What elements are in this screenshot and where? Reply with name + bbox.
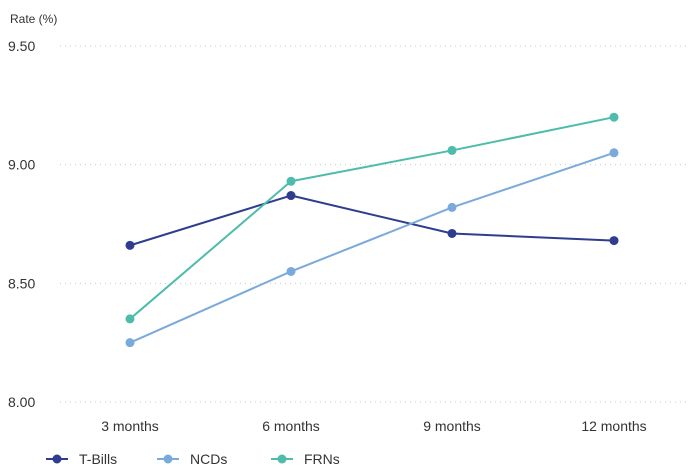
series-line bbox=[129, 116, 615, 320]
data-point bbox=[609, 148, 619, 158]
series-line bbox=[129, 151, 615, 344]
data-point bbox=[286, 176, 296, 186]
legend-item: FRNs bbox=[271, 451, 340, 467]
series-t-bills bbox=[125, 191, 619, 250]
legend: T-Bills NCDs FRNs bbox=[46, 451, 340, 467]
y-tick-label: 9.00 bbox=[8, 157, 35, 173]
gridlines bbox=[60, 45, 690, 403]
x-axis-ticks: 3 months 6 months 9 months 12 months bbox=[101, 418, 646, 434]
data-point bbox=[286, 266, 296, 276]
data-point bbox=[286, 191, 296, 201]
y-axis-label: Rate (%) bbox=[10, 12, 57, 26]
data-point bbox=[609, 236, 619, 246]
legend-marker bbox=[277, 454, 287, 464]
series-lines bbox=[125, 112, 619, 348]
x-tick-label: 12 months bbox=[581, 418, 646, 434]
y-tick-label: 9.50 bbox=[8, 38, 35, 54]
data-point bbox=[447, 202, 457, 212]
data-point bbox=[609, 112, 619, 122]
legend-label: NCDs bbox=[190, 451, 227, 467]
series-line bbox=[129, 194, 615, 247]
x-tick-label: 6 months bbox=[262, 418, 320, 434]
series-ncds bbox=[125, 148, 619, 348]
data-point bbox=[125, 314, 135, 324]
legend-marker bbox=[163, 454, 173, 464]
legend-label: T-Bills bbox=[79, 451, 117, 467]
data-point bbox=[447, 228, 457, 238]
x-tick-label: 3 months bbox=[101, 418, 159, 434]
data-point bbox=[125, 240, 135, 250]
legend-item: T-Bills bbox=[46, 451, 117, 467]
legend-item: NCDs bbox=[157, 451, 227, 467]
data-point bbox=[447, 145, 457, 155]
legend-label: FRNs bbox=[304, 451, 340, 467]
x-tick-label: 9 months bbox=[423, 418, 481, 434]
legend-marker bbox=[52, 454, 62, 464]
y-tick-label: 8.00 bbox=[8, 394, 35, 410]
data-point bbox=[125, 338, 135, 348]
y-tick-label: 8.50 bbox=[8, 275, 35, 291]
y-axis-ticks: 8.00 8.50 9.00 9.50 bbox=[8, 38, 35, 410]
series-frns bbox=[125, 112, 619, 324]
